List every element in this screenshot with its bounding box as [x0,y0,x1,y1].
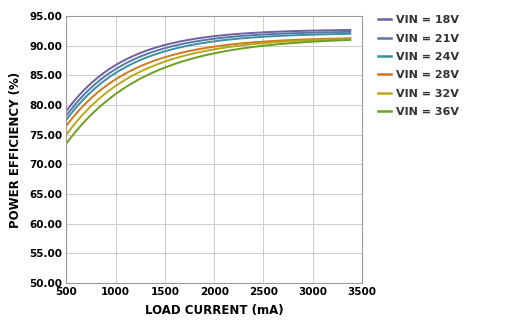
VIN = 36V [347,38,353,42]
VIN = 18V [347,28,353,32]
VIN = 24V [276,34,282,38]
VIN = 36V [136,77,142,81]
VIN = 24V [114,71,120,74]
VIN = 28V [191,48,197,52]
VIN = 21V [191,40,197,44]
VIN = 32V [191,51,197,55]
VIN = 18V [191,37,197,41]
VIN = 28V [63,124,69,128]
VIN = 32V [252,42,259,46]
Line: VIN = 32V: VIN = 32V [66,39,350,135]
VIN = 21V [114,67,120,71]
VIN = 24V [191,43,197,46]
Line: VIN = 21V: VIN = 21V [66,32,350,116]
X-axis label: LOAD CURRENT (mA): LOAD CURRENT (mA) [145,304,283,317]
Line: VIN = 24V: VIN = 24V [66,34,350,120]
VIN = 36V [276,42,282,46]
VIN = 24V [63,118,69,122]
Line: VIN = 36V: VIN = 36V [66,40,350,144]
VIN = 28V [114,77,120,81]
VIN = 18V [114,63,120,67]
Line: VIN = 18V: VIN = 18V [66,30,350,111]
VIN = 28V [276,39,282,43]
VIN = 21V [230,35,236,39]
Line: VIN = 28V: VIN = 28V [66,38,350,126]
VIN = 21V [347,30,353,34]
VIN = 28V [230,42,236,46]
VIN = 28V [136,65,142,69]
VIN = 21V [252,33,259,37]
VIN = 24V [347,32,353,36]
VIN = 21V [63,114,69,118]
VIN = 32V [276,40,282,44]
VIN = 18V [276,30,282,33]
VIN = 32V [230,45,236,48]
Y-axis label: POWER EFFICIENCY (%): POWER EFFICIENCY (%) [9,72,22,228]
VIN = 32V [347,37,353,41]
VIN = 21V [276,32,282,36]
VIN = 18V [63,109,69,113]
VIN = 36V [230,48,236,52]
VIN = 32V [136,70,142,74]
VIN = 36V [191,56,197,60]
VIN = 32V [114,84,120,87]
VIN = 32V [63,133,69,136]
VIN = 24V [136,58,142,62]
VIN = 24V [230,37,236,41]
VIN = 21V [136,55,142,59]
VIN = 36V [114,91,120,95]
VIN = 36V [63,142,69,146]
VIN = 18V [136,51,142,55]
VIN = 18V [230,32,236,36]
VIN = 28V [347,36,353,40]
VIN = 36V [252,45,259,48]
VIN = 28V [252,40,259,44]
VIN = 18V [252,31,259,35]
Legend: VIN = 18V, VIN = 21V, VIN = 24V, VIN = 28V, VIN = 32V, VIN = 36V: VIN = 18V, VIN = 21V, VIN = 24V, VIN = 2… [377,15,458,117]
VIN = 24V [252,35,259,39]
